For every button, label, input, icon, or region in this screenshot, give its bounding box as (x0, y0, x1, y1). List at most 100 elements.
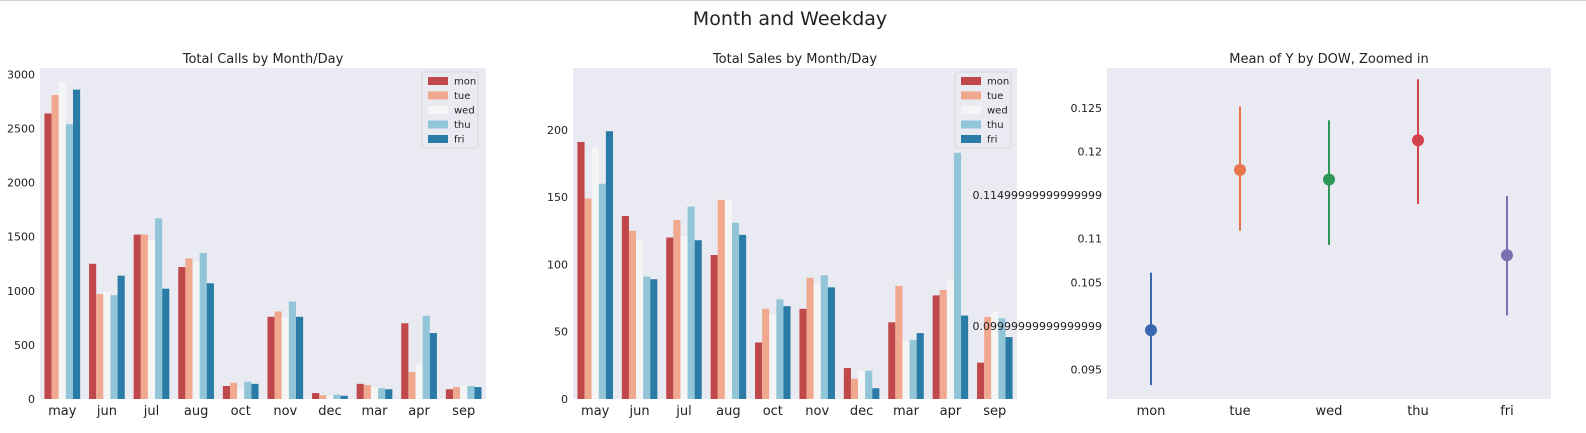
y-tick-label: 1000 (7, 285, 35, 298)
bar-fri-may (73, 89, 81, 400)
x-tick-label: mar (362, 404, 389, 419)
bar-tue-mar (363, 384, 371, 399)
bar-fri-jul (162, 288, 170, 399)
x-tick-label: thu (1407, 404, 1429, 419)
legend-label-tue: tue (454, 91, 470, 102)
bar-wed-jul (147, 239, 156, 399)
calls-chart: Total Calls by Month/Day 0 500 1000 1500 200… (7, 52, 486, 419)
bar-thu-nov (288, 301, 297, 399)
bar-mon-jun (89, 263, 97, 399)
x-tick-label: tue (1229, 404, 1250, 419)
legend-label-mon: mon (987, 77, 1009, 88)
bar-tue-aug (717, 199, 725, 399)
legend-label-thu: thu (454, 120, 471, 131)
bar-fri-dec (872, 388, 880, 399)
bar-thu-dec (333, 394, 341, 399)
x-tick-label: mon (1137, 404, 1166, 419)
legend-label-tue: tue (987, 91, 1003, 102)
bar-wed-oct (237, 388, 245, 399)
bar-mon-aug (710, 255, 718, 399)
legend-box (954, 71, 1012, 149)
legend-swatch-fri (428, 135, 448, 143)
x-tick-label: fri (1500, 404, 1514, 419)
legend-swatch-tue (961, 91, 981, 100)
legend-swatch-fri (961, 135, 981, 143)
y-tick-label: 0.095 (1071, 363, 1103, 376)
mean-y-chart-title: Mean of Y by DOW, Zoomed in (1229, 52, 1428, 67)
bar-fri-nov (296, 316, 304, 399)
bar-wed-sep (991, 311, 999, 399)
mean-point-thu (1412, 134, 1424, 147)
bar-fri-dec (340, 395, 348, 399)
bar-thu-oct (776, 299, 784, 399)
x-tick-label: oct (763, 404, 783, 419)
bar-tue-nov (806, 277, 814, 399)
bar-thu-aug (199, 252, 207, 399)
bar-tue-dec (850, 378, 859, 399)
bar-thu-dec (865, 370, 873, 399)
bar-tue-apr (939, 290, 947, 399)
x-tick-label: may (48, 404, 77, 419)
bar-thu-jul (687, 206, 695, 399)
bar-mon-apr (401, 323, 409, 399)
bar-tue-mar (895, 285, 903, 399)
bar-mon-may (44, 113, 52, 400)
figure-title: Month and Weekday (693, 8, 887, 30)
bar-wed-apr (415, 363, 423, 399)
bar-tue-oct (229, 382, 238, 399)
bar-wed-nov (813, 284, 821, 399)
bar-thu-oct (244, 381, 252, 399)
y-tick-label: 0.09999999999999999 (973, 320, 1102, 333)
x-tick-label: jun (96, 404, 117, 419)
bar-fri-jul (694, 240, 702, 399)
bar-mon-oct (222, 386, 230, 399)
bar-tue-may (584, 198, 592, 399)
bar-thu-mar (378, 388, 386, 399)
bar-thu-aug (731, 222, 740, 399)
bar-mon-jun (621, 216, 629, 399)
y-tick-label: 3000 (7, 68, 35, 81)
bar-mon-dec (843, 368, 851, 399)
bar-tue-dec (319, 395, 327, 399)
legend-swatch-mon (428, 77, 448, 85)
mean-point-wed (1323, 173, 1335, 186)
calls-chart-title: Total Calls by Month/Day (182, 52, 344, 67)
legend-label-wed: wed (987, 106, 1008, 117)
bar-thu-may (65, 124, 74, 400)
legend-swatch-wed (961, 106, 981, 114)
sales-plot-marks: 0 50 100 150 200 may jun jul aug oct nov dec mar apr s… (547, 71, 1013, 419)
bar-tue-jul (140, 234, 148, 399)
bar-fri-sep (1005, 337, 1013, 399)
bar-tue-oct (762, 308, 770, 399)
bar-tue-sep (984, 316, 992, 399)
bar-wed-dec (326, 395, 334, 399)
y-tick-label: 0.105 (1071, 276, 1103, 289)
bar-tue-jul (673, 220, 681, 399)
x-tick-label: apr (408, 404, 430, 419)
bar-thu-nov (820, 275, 828, 399)
bar-wed-may (591, 147, 599, 399)
x-tick-label: mar (893, 404, 920, 419)
bar-wed-oct (769, 314, 777, 399)
bar-thu-may (598, 183, 606, 399)
mean-y-plot-marks: 0.095 0.09999999999999999 0.105 0.11 0.11499… (973, 79, 1514, 419)
bar-mon-oct (755, 342, 763, 399)
legend-swatch-thu (428, 120, 448, 129)
bar-thu-jun (110, 295, 118, 399)
bar-fri-oct (251, 383, 259, 399)
top-border (0, 0, 1586, 1)
legend-label-fri: fri (987, 135, 997, 146)
y-tick-label: 0.11499999999999999 (973, 189, 1102, 202)
y-tick-label: 0.11 (1078, 233, 1103, 246)
bar-thu-jun (643, 276, 651, 399)
bar-wed-nov (281, 316, 289, 399)
bar-mon-dec (312, 393, 320, 399)
bar-wed-aug (724, 199, 732, 399)
y-tick-label: 0 (28, 393, 35, 406)
bar-wed-jul (680, 236, 688, 399)
bar-thu-sep (467, 386, 475, 399)
x-tick-label: wed (1316, 404, 1343, 419)
bar-fri-sep (474, 387, 482, 399)
bar-mon-sep (445, 389, 453, 399)
